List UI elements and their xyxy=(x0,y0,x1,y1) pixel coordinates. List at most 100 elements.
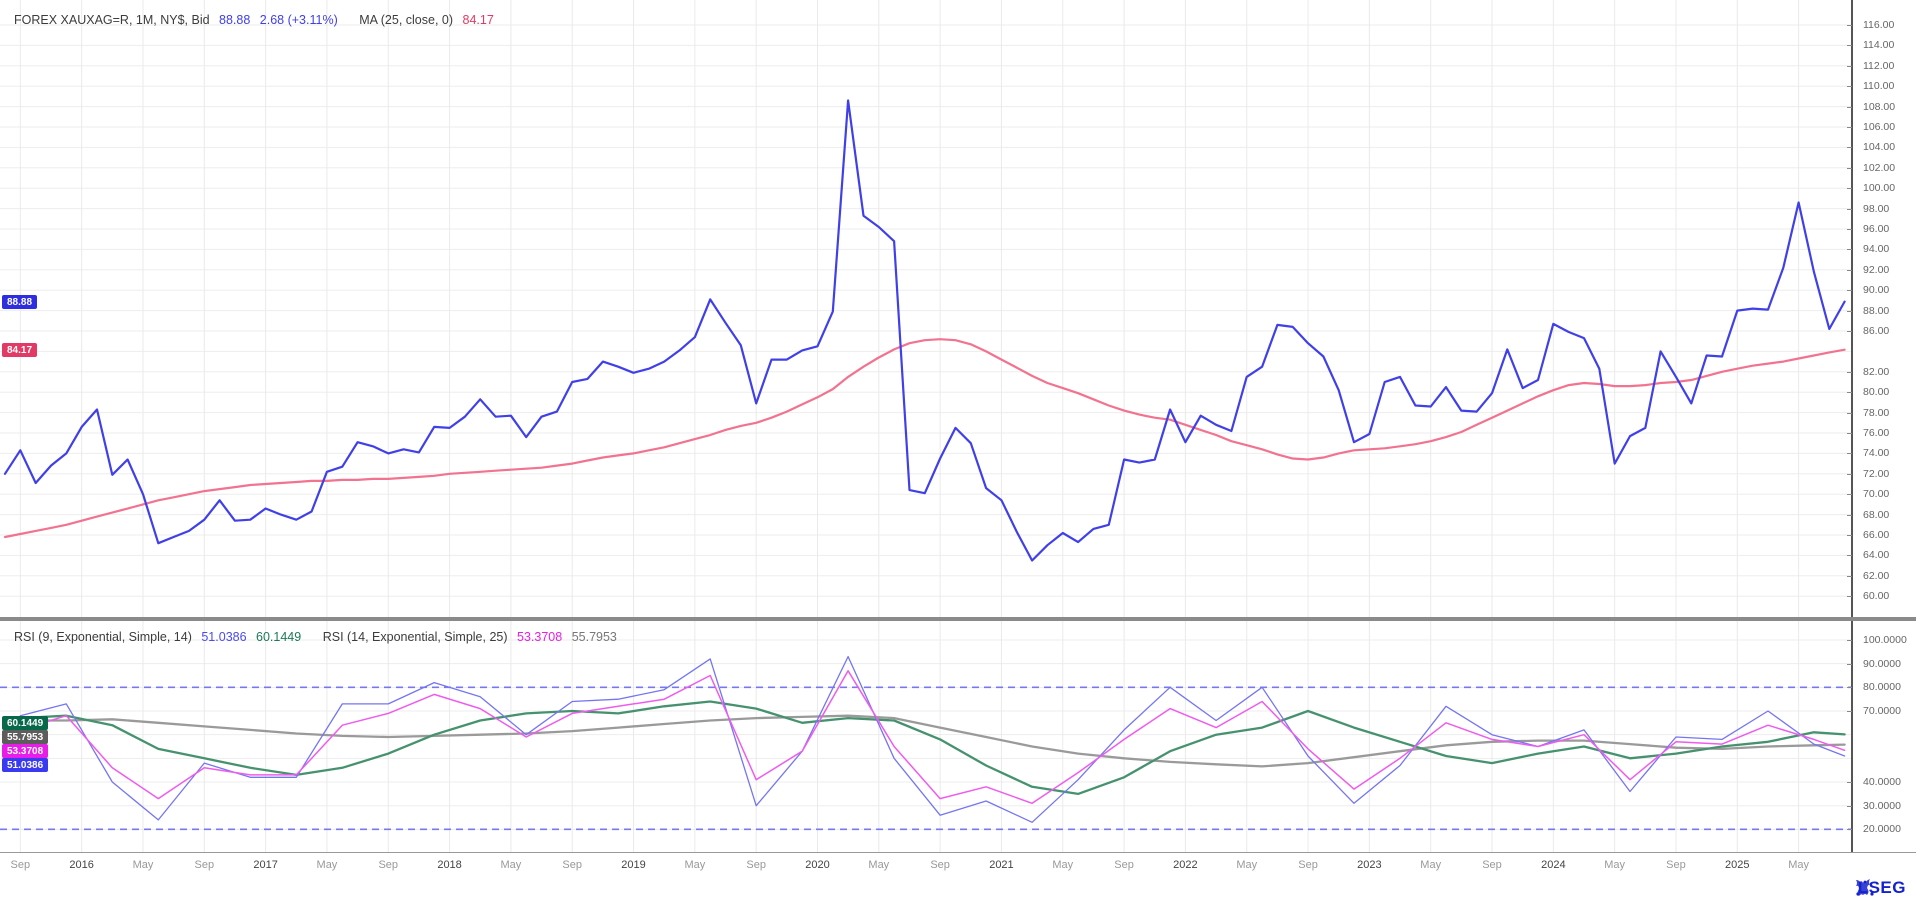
time-axis-label: May xyxy=(684,859,706,871)
axis-tick xyxy=(1847,392,1852,394)
axis-label: 116.00 xyxy=(1863,19,1895,31)
axis-label: 92.00 xyxy=(1863,263,1890,276)
axis-label: 72.00 xyxy=(1863,467,1890,480)
last-price-value: 88.88 xyxy=(219,13,251,27)
lseg-logo: LSEG xyxy=(1853,878,1906,898)
time-axis[interactable]: Sep 2016 May Sep 2017 May Sep 2018 May Sep 2019 May… xyxy=(0,852,1916,881)
panel-separator[interactable] xyxy=(0,617,1916,621)
right-value-axis[interactable]: 116.00 114.00 112.00 110.00 108.00 106.00 104.… xyxy=(1847,0,1916,852)
axis-label: 102.00 xyxy=(1863,161,1896,174)
axis-label: 74.00 xyxy=(1863,447,1890,460)
axis-tick xyxy=(1847,640,1852,641)
axis-label: 88.00 xyxy=(1863,304,1890,317)
rsi9-label: RSI (9, Exponential, Simple, 14) xyxy=(14,630,192,644)
rsi9ma-badge: 60.1449 xyxy=(2,716,49,730)
last-price-badge: 88.88 xyxy=(2,295,38,309)
axis-tick xyxy=(1847,412,1852,414)
rsi14-value: 53.3708 xyxy=(517,630,563,644)
axis-label: 104.00 xyxy=(1863,141,1896,154)
axis-tick xyxy=(1847,535,1852,536)
axis-tick xyxy=(1847,687,1852,689)
axis-label: 70.00 xyxy=(1863,488,1890,501)
axis-label: 100.0000 xyxy=(1863,634,1907,646)
axis-tick xyxy=(1847,514,1852,516)
time-axis-label: May xyxy=(1052,859,1074,871)
axis-tick xyxy=(1847,147,1852,149)
axis-tick xyxy=(1847,65,1852,67)
time-axis-label: May xyxy=(1788,859,1809,871)
ma-value-badge: 84.17 xyxy=(2,343,38,357)
rsi14-badge: 53.3708 xyxy=(2,744,49,758)
rsi-line-1 xyxy=(19,670,1846,805)
time-axis-label: May xyxy=(500,859,522,871)
axis-label: 90.00 xyxy=(1863,284,1890,297)
axis-tick xyxy=(1847,711,1852,712)
axis-tick xyxy=(1847,494,1852,496)
axis-label: 30.0000 xyxy=(1863,799,1901,812)
time-axis-label: May xyxy=(868,859,890,871)
time-axis-label: Sep xyxy=(1666,859,1686,871)
chart-canvas[interactable] xyxy=(0,621,1851,852)
time-axis-label: Sep xyxy=(10,859,31,871)
axis-tick xyxy=(1847,596,1852,598)
axis-label: 20.0000 xyxy=(1863,823,1901,836)
time-axis-label: Sep xyxy=(378,859,399,871)
axis-tick xyxy=(1847,310,1852,312)
axis-tick xyxy=(1847,829,1852,831)
axis-label: 40.0000 xyxy=(1863,776,1901,789)
axis-tick xyxy=(1847,433,1852,434)
axis-label: 70.0000 xyxy=(1863,705,1901,717)
axis-tick xyxy=(1847,25,1852,26)
axis-tick xyxy=(1847,86,1852,88)
axis-label: 76.00 xyxy=(1863,427,1890,439)
time-axis-label: 2018 xyxy=(437,859,462,871)
chart-canvas[interactable] xyxy=(0,0,1851,617)
time-axis-label: Sep xyxy=(562,859,582,871)
axis-tick xyxy=(1847,229,1852,230)
rsi14ma-badge: 55.7953 xyxy=(2,730,49,744)
rsi9ma-value: 60.1449 xyxy=(256,630,302,644)
axis-label: 64.00 xyxy=(1863,549,1890,562)
axis-tick xyxy=(1847,167,1852,169)
time-axis-label: May xyxy=(1604,859,1626,871)
rsi-panel[interactable] xyxy=(0,621,1851,852)
rsi9-value: 51.0386 xyxy=(201,630,247,644)
price-panel[interactable] xyxy=(0,0,1851,617)
instrument-label: FOREX XAUXAG=R, 1M, NY$, Bid xyxy=(14,13,210,27)
axis-label: 60.00 xyxy=(1863,590,1890,603)
axis-label: 62.00 xyxy=(1863,569,1890,582)
time-axis-label: 2020 xyxy=(805,859,830,871)
axis-label: 112.00 xyxy=(1863,59,1895,72)
time-axis-label: Sep xyxy=(194,859,215,871)
axis-tick xyxy=(1847,782,1852,784)
axis-tick xyxy=(1847,555,1852,557)
axis-label: 80.00 xyxy=(1863,386,1890,399)
axis-label: 114.00 xyxy=(1863,39,1895,52)
axis-tick xyxy=(1847,249,1852,251)
axis-label: 96.00 xyxy=(1863,223,1890,235)
rsi14ma-value: 55.7953 xyxy=(571,630,617,644)
axis-label: 106.00 xyxy=(1863,121,1896,133)
price-change-value: 2.68 (+3.11%) xyxy=(259,13,338,27)
axis-label: 82.00 xyxy=(1863,365,1890,378)
axis-tick xyxy=(1847,127,1852,128)
axis-label: 98.00 xyxy=(1863,202,1890,215)
axis-label: 90.0000 xyxy=(1863,657,1901,670)
time-axis-label: 2016 xyxy=(69,859,94,871)
time-axis-label: May xyxy=(316,859,338,871)
axis-tick xyxy=(1847,663,1852,665)
time-axis-label: 2023 xyxy=(1357,859,1382,871)
axis-label: 100.00 xyxy=(1863,182,1896,195)
time-axis-label: 2022 xyxy=(1173,859,1198,871)
axis-label: 80.0000 xyxy=(1863,681,1901,694)
axis-tick xyxy=(1847,575,1852,577)
axis-tick xyxy=(1847,269,1852,271)
axis-label: 78.00 xyxy=(1863,406,1890,419)
time-axis-label: 2024 xyxy=(1541,859,1566,871)
axis-tick xyxy=(1847,473,1852,475)
time-axis-label: 2021 xyxy=(989,859,1014,871)
rsi14-label: RSI (14, Exponential, Simple, 25) xyxy=(322,630,508,644)
rsi-line-0 xyxy=(19,655,1846,823)
axis-label: 110.00 xyxy=(1863,80,1895,93)
